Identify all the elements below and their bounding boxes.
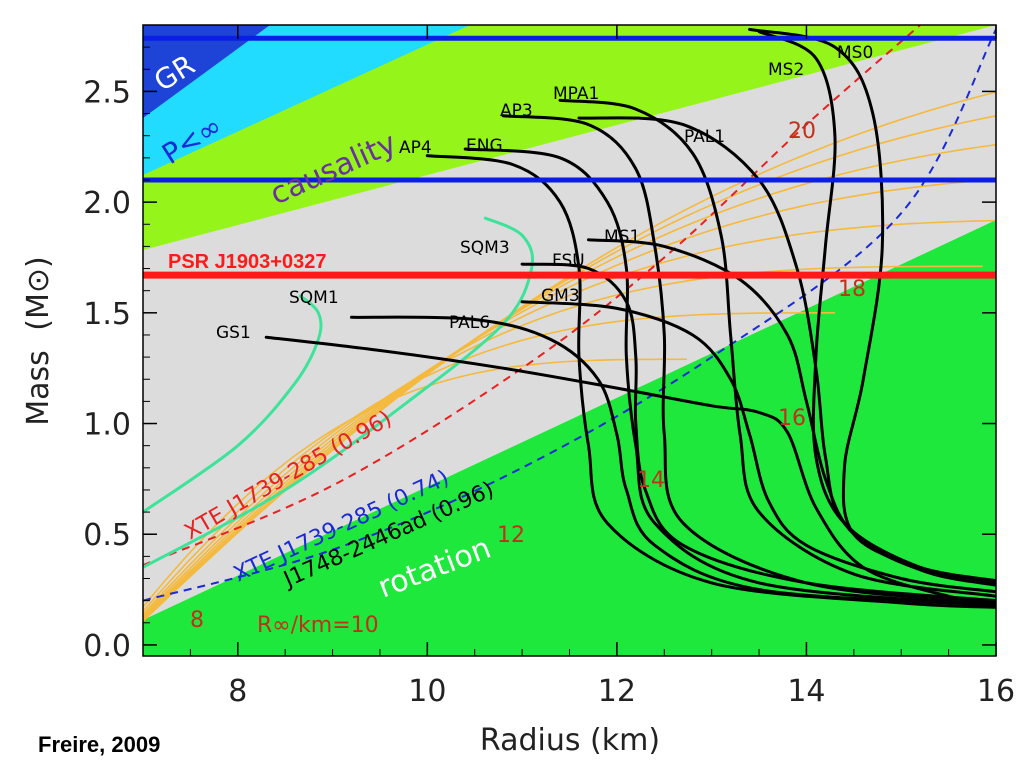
x-tick-label-1: 10	[408, 674, 446, 709]
y-axis-title-unit: (M⊙)	[21, 256, 56, 330]
pulsar-label: PSR J1903+0327	[168, 251, 326, 273]
isoradius-line-5	[143, 143, 996, 621]
mass-lines	[143, 35, 996, 279]
eos-line-mpa1	[558, 98, 996, 598]
gr-region	[143, 25, 270, 118]
iso-label-8: 8	[190, 608, 204, 633]
credit-text: Freire, 2009	[38, 732, 161, 757]
eos-line-ap3	[501, 114, 996, 605]
eos-label-mpa1: MPA1	[553, 84, 599, 104]
eos-line-ms0	[748, 27, 996, 583]
x-tick-label-3: 14	[787, 674, 825, 709]
eos-lines	[264, 27, 996, 609]
eos-label-ms2: MS2	[768, 60, 804, 80]
x-tick-label-0: 8	[228, 674, 247, 709]
eos-line-gm3	[520, 300, 996, 594]
constraint-line-1	[143, 28, 996, 602]
eos-line-ap4	[425, 154, 996, 609]
pressure-region	[143, 25, 470, 175]
eos-label-ms1: MS1	[604, 227, 640, 247]
y-tick-label-2: 1.0	[83, 408, 131, 443]
x-tick-label-2: 12	[598, 674, 636, 709]
eos-label-gs1: GS1	[216, 323, 251, 343]
eos-label-sqm1: SQM1	[289, 288, 339, 308]
strange-eos-line-sqm1	[143, 293, 323, 514]
x-tick-label-4: 16	[977, 674, 1015, 709]
eos-label-eng: ENG	[466, 136, 503, 156]
y-tick-label-1: 0.5	[83, 518, 131, 553]
x-axis-ticks: 8 10 12 14 16	[142, 25, 1015, 709]
iso-label-20: 20	[788, 119, 816, 144]
constraint-line-0	[143, 25, 921, 567]
iso-label-12: 12	[497, 523, 525, 548]
y-axis-title-mass: Mass	[21, 350, 56, 426]
eos-line-eng	[463, 147, 996, 607]
strange-eos-line-sqm3	[143, 216, 535, 569]
eos-line-pal6	[350, 315, 996, 607]
iso-label-16: 16	[778, 406, 806, 431]
eos-label-ms0: MS0	[837, 43, 873, 63]
iso-label-18: 18	[838, 277, 866, 302]
y-tick-label-3: 1.5	[83, 297, 131, 332]
isoradius-labels: 8 R∞/km=10 12 14 16 18 20	[190, 119, 866, 638]
x-axis-title: Radius (km)	[480, 723, 660, 758]
causality-region	[143, 25, 996, 250]
y-tick-label-4: 2.0	[83, 186, 131, 221]
eos-label-sqm3: SQM3	[460, 238, 510, 258]
constraint-lines	[143, 25, 996, 602]
y-axis-ticks: 0.0 0.5 1.0 1.5 2.0 2.5	[83, 46, 996, 664]
eos-label-pal1: PAL1	[684, 127, 725, 147]
eos-name-labels: GS1 SQM1 PAL6 SQM3 FSU GM3 MS1 AP4 ENG A…	[216, 43, 873, 343]
eos-label-fsu: FSU	[552, 251, 585, 271]
isoradius-line-2	[143, 265, 983, 616]
y-tick-label-5: 2.5	[83, 75, 131, 110]
eos-line-ms2	[757, 30, 996, 587]
iso-label-10: R∞/km=10	[257, 613, 379, 638]
y-axis-title-main: Mass (M⊙)	[21, 256, 56, 426]
eos-label-ap4: AP4	[399, 138, 432, 158]
eos-label-gm3: GM3	[541, 286, 580, 306]
eos-label-pal6: PAL6	[449, 313, 490, 333]
y-axis-title: Mass (M⊙)	[21, 256, 56, 426]
plot-area	[143, 25, 996, 656]
isoradius-line-7	[143, 91, 996, 623]
isoradius-line-4	[143, 178, 996, 620]
eos-label-ap3: AP3	[500, 101, 533, 121]
strange-eos-lines	[143, 216, 535, 569]
y-tick-label-0: 0.0	[83, 629, 131, 664]
iso-label-14: 14	[637, 468, 665, 493]
eos-line-gs1	[264, 335, 996, 605]
